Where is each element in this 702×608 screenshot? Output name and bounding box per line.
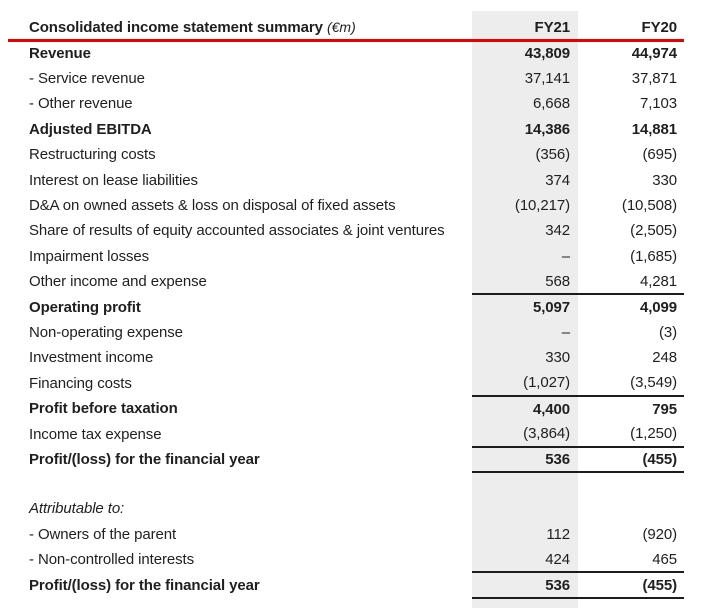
row-label: Income tax expense — [29, 425, 162, 443]
fy20-value: (10,508) — [621, 197, 677, 215]
table-row: Financing costs (1,027) (3,549) — [8, 370, 684, 397]
row-label: - Owners of the parent — [29, 525, 177, 543]
fy20-value: (1,685) — [630, 247, 677, 265]
row-label: Impairment losses — [29, 247, 150, 265]
spacer-cell — [578, 472, 684, 496]
fy21-value: – — [561, 323, 570, 341]
fy21-value: 14,386 — [524, 120, 570, 138]
fy21-column-highlight — [472, 11, 578, 608]
fy20-value: (695) — [642, 146, 677, 164]
fy20-value: 14,881 — [631, 120, 677, 138]
row-label: Investment income — [29, 349, 154, 367]
fy21-value: 424 — [472, 546, 578, 574]
row-label: Profit/(loss) for the financial year — [29, 576, 260, 594]
row-label: - Other revenue — [29, 95, 133, 113]
fy20-value: 465 — [578, 546, 684, 574]
table-row: Restructuring costs (356) (695) — [8, 142, 684, 167]
fy21-value: (356) — [535, 146, 570, 164]
table-row: - Owners of the parent 112 (920) — [8, 522, 684, 547]
fy20-value: (3,549) — [578, 370, 684, 397]
row-label: Non-operating expense — [29, 323, 183, 341]
row-label: - Service revenue — [29, 70, 145, 88]
table-title-text: Consolidated income statement summary — [29, 19, 323, 36]
fy21-value: 112 — [546, 525, 570, 543]
table-row: Attributable to: — [8, 496, 684, 521]
fy20-value — [578, 496, 684, 521]
table-title: Consolidated income statement summary (€… — [8, 16, 472, 41]
table-header-row: Consolidated income statement summary (€… — [8, 16, 684, 41]
row-label: Share of results of equity accounted ass… — [29, 222, 445, 240]
fy21-value — [472, 496, 578, 521]
fy21-value: 568 — [472, 269, 578, 296]
fy20-value: (455) — [578, 446, 684, 474]
row-label: Profit before taxation — [29, 400, 178, 418]
fy20-value: 37,871 — [631, 70, 677, 88]
table-body: Revenue 43,809 44,974 - Service revenue 37,1… — [8, 41, 684, 599]
table-row: Investment income 330 248 — [8, 345, 684, 370]
row-label: Restructuring costs — [29, 146, 156, 164]
fy21-value: 37,141 — [524, 70, 570, 88]
row-label: Other income and expense — [29, 273, 207, 291]
spacer-cell — [472, 472, 578, 496]
fy20-value: (2,505) — [630, 222, 677, 240]
row-label: D&A on owned assets & loss on disposal o… — [29, 197, 396, 215]
table-row: Operating profit 5,097 4,099 — [8, 294, 684, 319]
table-row: - Other revenue 6,668 7,103 — [8, 91, 684, 116]
table-row: Other income and expense 568 4,281 — [8, 269, 684, 296]
row-label: Financing costs — [29, 374, 132, 392]
fy20-value: 44,974 — [631, 45, 677, 63]
row-label: Profit/(loss) for the financial year — [29, 450, 260, 468]
fy21-value: (10,217) — [514, 197, 570, 215]
table-row: Impairment losses – (1,685) — [8, 244, 684, 269]
table-row: Revenue 43,809 44,974 — [8, 41, 684, 66]
fy21-value: – — [561, 247, 570, 265]
fy21-value: (1,027) — [472, 370, 578, 397]
fy21-value: 342 — [545, 222, 570, 240]
fy21-value: 43,809 — [524, 45, 570, 63]
fy20-value: 4,281 — [578, 269, 684, 296]
fy20-value: (1,250) — [578, 421, 684, 448]
fy20-value: 248 — [652, 349, 677, 367]
table-row: Non-operating expense – (3) — [8, 320, 684, 345]
table-row: - Service revenue 37,141 37,871 — [8, 66, 684, 91]
row-label: Interest on lease liabilities — [29, 171, 198, 189]
table-row: Profit/(loss) for the financial year 536(… — [8, 446, 684, 474]
column-header-fy21: FY21 — [534, 19, 571, 36]
column-header-fy20: FY20 — [641, 19, 678, 36]
income-statement-table: Consolidated income statement summary (€… — [8, 16, 684, 599]
fy20-value: 795 — [652, 400, 677, 418]
fy21-value: 536 — [472, 572, 578, 599]
table-row: Profit before taxation 4,400 795 — [8, 396, 684, 421]
table-row: Interest on lease liabilities 374 330 — [8, 167, 684, 192]
spacer-cell — [8, 472, 472, 496]
table-row: D&A on owned assets & loss on disposal o… — [8, 193, 684, 218]
fy21-value: 330 — [545, 349, 570, 367]
row-label: Operating profit — [29, 298, 141, 316]
table-row: Profit/(loss) for the financial year 536(… — [8, 572, 684, 599]
table-unit-label: (€m) — [326, 19, 356, 35]
fy21-value: 5,097 — [532, 299, 570, 317]
row-label: Attributable to: — [29, 500, 125, 518]
fy20-value: 4,099 — [639, 299, 677, 317]
fy20-value: (920) — [642, 525, 677, 543]
table-row: Income tax expense (3,864) (1,250) — [8, 421, 684, 448]
fy20-value: (455) — [578, 572, 684, 599]
row-label: Adjusted EBITDA — [29, 120, 152, 138]
spacer-row — [8, 472, 684, 496]
fy20-value: 330 — [652, 171, 677, 189]
fy20-value: 7,103 — [639, 95, 677, 113]
fy21-value: (3,864) — [472, 421, 578, 448]
fy21-value: 374 — [545, 171, 570, 189]
fy21-value: 6,668 — [532, 95, 570, 113]
table-row: - Non-controlled interests 424 465 — [8, 546, 684, 574]
fy21-value: 536 — [472, 446, 578, 474]
table-row: Share of results of equity accounted ass… — [8, 218, 684, 243]
row-label: Revenue — [29, 45, 91, 63]
row-label: - Non-controlled interests — [29, 551, 194, 569]
table-row: Adjusted EBITDA 14,386 14,881 — [8, 117, 684, 142]
fy21-value: 4,400 — [532, 400, 570, 418]
fy20-value: (3) — [658, 323, 677, 341]
